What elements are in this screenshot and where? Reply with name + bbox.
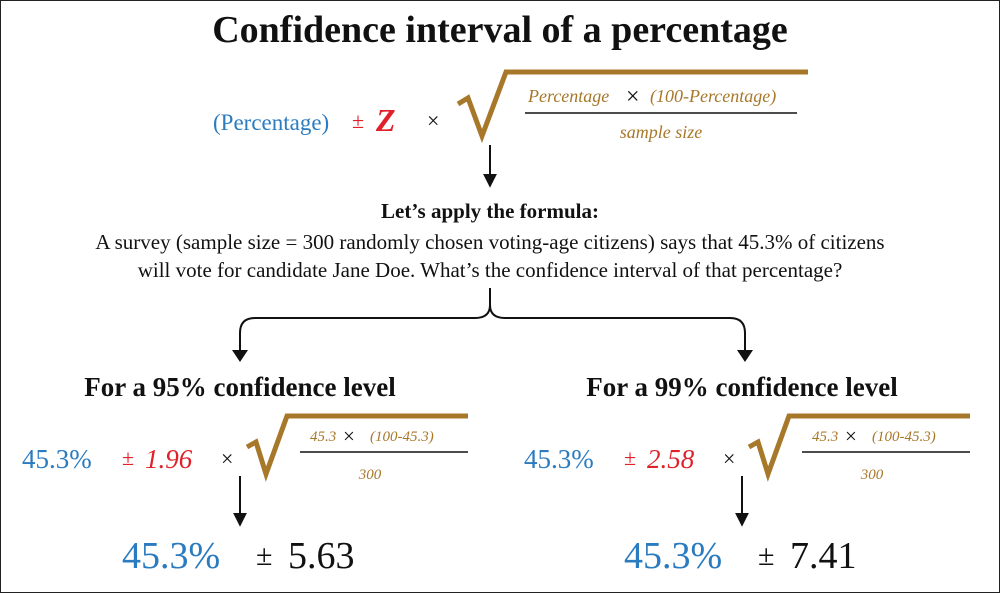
result-percentage: 45.3%: [624, 535, 722, 577]
numerator-right: (100-45.3): [370, 429, 434, 445]
numerator-times: ×: [626, 84, 640, 110]
percentage: (Percentage): [213, 110, 329, 135]
denominator: 300: [358, 467, 382, 483]
result-plus-minus: ±: [256, 539, 272, 572]
case-plus-minus: ±: [122, 445, 134, 470]
result-plus-minus: ±: [758, 539, 774, 572]
radical: [245, 413, 468, 482]
numerator-left: 45.3: [310, 429, 336, 445]
case-times: ×: [723, 446, 735, 471]
plus-minus: ±: [352, 108, 364, 133]
result-margin: 7.41: [790, 535, 857, 577]
apply-heading: Let’s apply the formula:: [381, 199, 599, 223]
case-percentage: 45.3%: [22, 444, 92, 474]
radical: [747, 413, 970, 482]
case-times: ×: [221, 446, 233, 471]
case-percentage: 45.3%: [524, 444, 594, 474]
title: Confidence interval of a percentage: [212, 9, 788, 51]
case-z: 1.96: [145, 444, 193, 474]
result-percentage: 45.3%: [122, 535, 220, 577]
numerator-times: ×: [845, 424, 857, 448]
case-z: 2.58: [647, 444, 695, 474]
radical: [456, 69, 808, 144]
brace: [239, 288, 746, 358]
numerator-right: (100-Percentage): [650, 86, 776, 107]
z: Z: [375, 102, 396, 138]
numerator-left: Percentage: [527, 86, 609, 106]
case-heading: For a 99% confidence level: [586, 372, 898, 402]
result-margin: 5.63: [288, 535, 355, 577]
numerator-times: ×: [343, 424, 355, 448]
apply-text: A survey (sample size = 300 randomly cho…: [95, 230, 884, 254]
apply-text: will vote for candidate Jane Doe. What’s…: [138, 258, 843, 282]
denominator: sample size: [620, 122, 703, 142]
denominator: 300: [860, 467, 884, 483]
case-heading: For a 95% confidence level: [84, 372, 396, 402]
numerator-left: 45.3: [812, 429, 838, 445]
times: ×: [427, 108, 439, 133]
numerator-right: (100-45.3): [872, 429, 936, 445]
case-plus-minus: ±: [624, 445, 636, 470]
